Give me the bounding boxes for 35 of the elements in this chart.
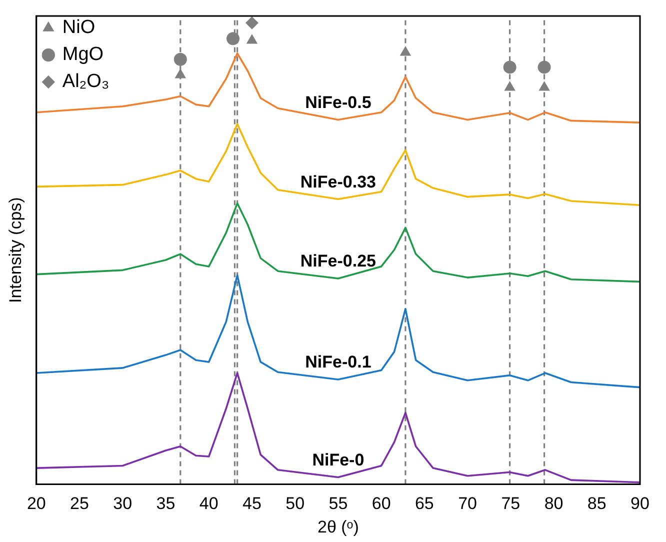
x-tick-label: 50 xyxy=(286,494,305,514)
x-axis-title: 2θ (ᵒ) xyxy=(318,517,359,536)
point xyxy=(246,34,258,44)
series-label: NiFe-0.33 xyxy=(300,172,376,192)
x-tick-label: 25 xyxy=(70,494,89,514)
point xyxy=(538,81,550,91)
point xyxy=(174,52,187,66)
legend-label: Al₂O₃ xyxy=(62,71,110,92)
x-tick-label: 60 xyxy=(372,494,391,514)
x-tick-label: 55 xyxy=(328,494,348,514)
x-tick-label: 85 xyxy=(587,494,606,514)
series-label: NiFe-0 xyxy=(312,450,364,470)
legend-label: MgO xyxy=(62,44,104,66)
x-tick-label: 30 xyxy=(113,494,132,514)
x-tick-label: 80 xyxy=(544,494,564,514)
x-tick-label: 75 xyxy=(501,494,520,514)
point xyxy=(226,32,240,46)
y-axis-title: Intensity (cps) xyxy=(6,197,25,304)
x-tick-label: 40 xyxy=(199,494,218,514)
x-tick-label: 35 xyxy=(156,494,176,514)
point xyxy=(504,81,516,91)
series-label: NiFe-0.25 xyxy=(300,252,376,271)
point xyxy=(174,68,186,78)
point xyxy=(503,60,516,74)
x-tick-label: 65 xyxy=(414,494,434,514)
point xyxy=(245,16,258,30)
point xyxy=(400,46,412,56)
x-tick-label: 70 xyxy=(458,494,478,514)
legend-label: NiO xyxy=(62,17,96,38)
point xyxy=(538,60,551,74)
series-label: NiFe-0.5 xyxy=(305,92,372,112)
x-tick-label: 20 xyxy=(26,494,46,514)
x-tick-label: 90 xyxy=(630,494,650,514)
x-tick-label: 45 xyxy=(242,494,262,514)
series-label: NiFe-0.1 xyxy=(305,352,372,372)
